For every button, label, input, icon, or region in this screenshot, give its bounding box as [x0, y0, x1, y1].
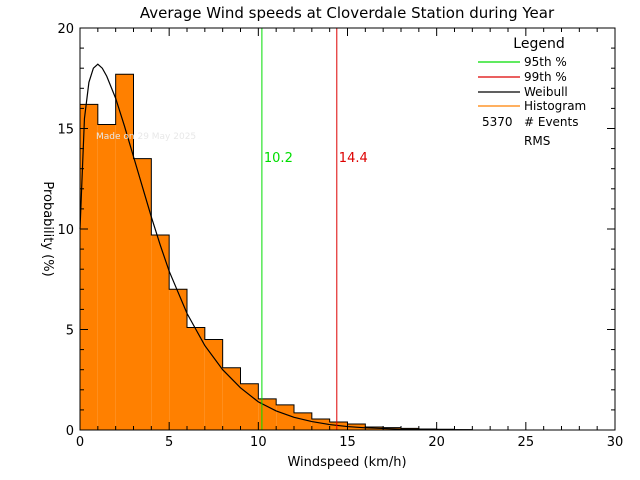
histogram-bar [169, 289, 187, 430]
y-tick-label: 10 [57, 223, 74, 238]
legend-events-count: 5370 [482, 115, 513, 129]
histogram-bar [258, 398, 277, 430]
x-tick-label: 15 [339, 435, 356, 450]
histogram-outline [79, 73, 473, 431]
x-tick-label: 0 [76, 435, 84, 450]
y-axis-label: Probability (%) [40, 181, 55, 276]
x-axis-label: Windspeed (km/h) [287, 455, 406, 470]
legend-label-99th: 99th % [524, 70, 567, 84]
percentile-value-label: 14.4 [339, 151, 368, 166]
histogram-bar [276, 404, 294, 430]
histogram-bar [294, 412, 312, 430]
histogram-bar [240, 383, 259, 430]
histogram-bar [133, 158, 152, 430]
legend-title: Legend [513, 36, 564, 52]
legend-events-label: # Events [524, 115, 579, 129]
x-tick-label: 20 [428, 435, 445, 450]
histogram-bar [311, 418, 330, 430]
weibull-curve [79, 63, 473, 431]
histogram-bar [204, 339, 223, 430]
histogram-bar [151, 235, 170, 430]
legend-rms-label: RMS [524, 134, 550, 148]
x-tick-label: 10 [250, 435, 267, 450]
x-tick-label: 25 [518, 435, 535, 450]
chart-title: Average Wind speeds at Cloverdale Statio… [140, 4, 555, 22]
axes: 0 5 10 15 20 25 30 0 5 10 15 20 [57, 22, 623, 450]
histogram-bar [222, 367, 241, 430]
legend-label-95th: 95th % [524, 55, 567, 69]
histogram-bar [115, 74, 134, 430]
histogram-bar [97, 124, 116, 430]
legend-label-histogram: Histogram [524, 99, 586, 113]
plot-area: 10.2 14.4 [79, 28, 473, 431]
y-tick-label: 5 [66, 324, 74, 339]
histogram-bar [187, 327, 205, 430]
y-tick-label: 0 [66, 424, 74, 439]
x-tick-label: 30 [607, 435, 624, 450]
percentile-value-label: 10.2 [264, 151, 293, 166]
y-tick-label: 15 [57, 123, 74, 138]
histogram-bar [80, 104, 98, 430]
x-tick-label: 5 [165, 435, 173, 450]
y-tick-label: 20 [57, 22, 74, 37]
made-on-annotation: Made on 29 May 2025 [96, 132, 196, 142]
legend: Legend 95th % 99th % Weibull Histogram 5… [478, 36, 586, 148]
legend-label-weibull: Weibull [524, 85, 568, 99]
